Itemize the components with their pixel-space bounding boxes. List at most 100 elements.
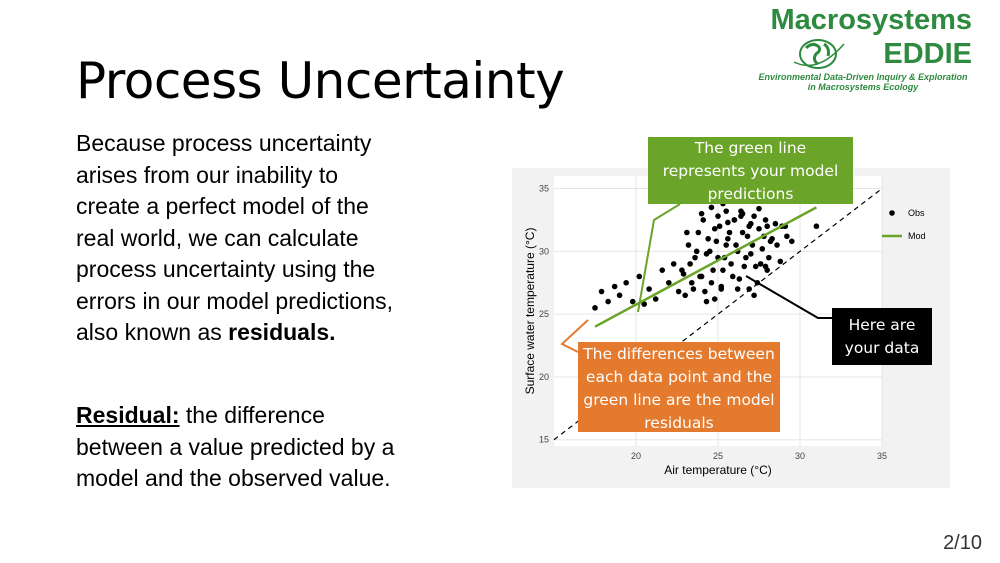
logo-tagline-line-1: Environmental Data-Driven Inquiry & Expl… [758,72,968,82]
callout-line: represents your model [662,162,839,180]
body-line-last: also known as residuals. [76,317,476,349]
x-tick-label: 20 [631,451,641,461]
data-point [611,283,618,290]
data-point [766,254,772,261]
data-point [752,263,759,270]
callout-line: green line are the model [583,391,775,409]
body-paragraph: Because process uncertainty arises from … [76,128,476,349]
data-point [708,279,715,286]
data-point [716,223,723,230]
x-axis-label: Air temperature (°C) [664,463,772,477]
data-point [702,288,708,295]
data-point [707,248,713,255]
data-point [756,205,762,212]
data-point [746,286,752,292]
data-point [708,204,715,211]
data-point [734,286,741,292]
data-point [759,246,766,252]
logo-line-2: EDDIE [883,38,972,70]
callout-line: residuals [644,414,714,432]
data-point [646,286,652,292]
data-point [636,273,643,280]
callout-line: Here are [848,316,916,334]
data-point [725,235,731,242]
data-point [723,242,729,248]
green-line-callout: The green line represents your model pre… [648,137,853,204]
callout-line: each data point and the [585,368,773,386]
page-number: 2/10 [943,532,982,554]
logo-line-1: Macrosystems [770,4,973,36]
data-point [703,298,710,305]
y-axis-label: Surface water temperature (°C) [523,228,537,395]
legend: Obs Mod [882,208,926,241]
body-line: create a perfect model of the [76,193,369,219]
x-tick-labels: 20 25 30 35 [631,451,887,461]
data-point [711,296,718,302]
logo-tagline: Environmental Data-Driven Inquiry & Expl… [752,72,974,92]
legend-mod-label: Mod [908,231,926,241]
model-prediction-line [594,206,817,328]
data-point [679,267,685,273]
data-point [629,298,636,305]
y-tick-label: 35 [539,184,549,194]
data-point [675,288,682,295]
data-point [756,225,762,232]
data-point [685,242,692,248]
data-point [739,229,746,236]
data-point [726,229,733,236]
body-last-prefix: also known as [76,319,229,345]
data-point [751,292,757,299]
x-tick-label: 30 [795,451,805,461]
data-point [744,233,751,240]
data-point [774,242,780,248]
data-point [757,261,764,267]
data-callout: Here are your data [832,308,932,365]
residual-definition: Residual: the difference between a value… [76,400,476,495]
data-point [592,305,598,311]
data-point [754,279,761,286]
data-point [713,238,720,245]
data-point [718,283,725,290]
reference-line-group [553,188,883,441]
legend-obs-marker [889,210,895,216]
data-point [762,263,769,270]
data-point [705,235,711,242]
data-point [743,254,749,261]
data-point [748,220,754,227]
residual-def-2: between a value predicted by a [76,433,395,460]
body-line: errors in our model predictions, [76,287,394,314]
data-point [697,273,703,280]
logo-tagline-line-2: in Macrosystems Ecology [807,82,919,92]
data-point [710,267,716,273]
data-point [736,276,743,282]
body-line: Because process uncertainty [76,130,372,156]
data-point [748,251,754,257]
callout-line: your data [844,339,920,357]
macrosystems-eddie-logo: Macrosystems EDDIE Environmental Data-Dr… [752,4,978,96]
slide-title: Process Uncertainty [76,52,565,110]
data-point [789,238,795,245]
y-tick-label: 30 [539,246,549,256]
data-point [700,217,707,223]
data-point [684,229,690,236]
globe-icon [793,39,845,69]
one-to-one-reference-line [553,188,883,441]
data-point [728,261,734,267]
data-point [698,210,705,217]
body-line: arises from our inability to [76,161,339,188]
data-point [741,263,748,270]
callout-line: The differences between [583,345,775,363]
data-point [687,261,693,267]
data-point [772,220,779,227]
body-line: process uncertainty using the [76,256,376,282]
residual-def-1: the difference [179,402,325,428]
data-point [598,288,605,295]
data-point [723,208,729,214]
data-point [692,254,698,261]
data-point [764,223,770,230]
data-point [784,233,790,240]
x-tick-label: 25 [713,451,723,461]
data-point [813,223,820,230]
body-line: real world, we can calculate [76,224,359,251]
residual-def-3: model and the observed value. [76,465,391,491]
